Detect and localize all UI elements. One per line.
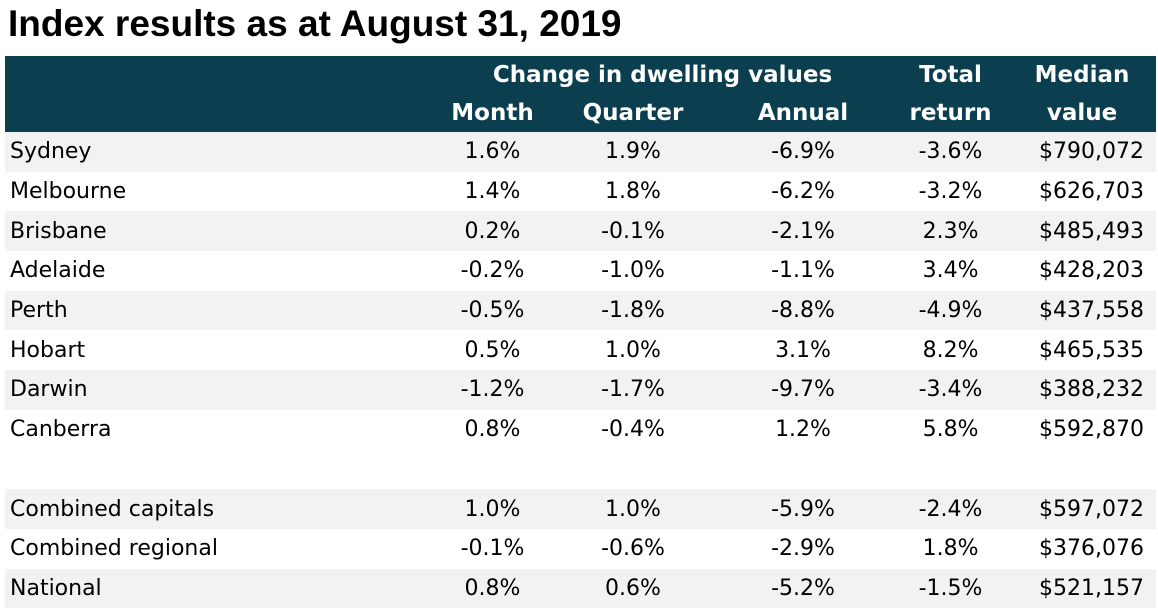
cell-month: 1.0% (464, 496, 521, 522)
table-row: Canberra 0.8% -0.4% 1.2% 5.8% $592,870 (5, 409, 1157, 450)
cell-quarter: -0.6% (601, 536, 665, 562)
cell-quarter: -1.8% (601, 298, 665, 324)
header-row-top: Change in dwelling values Total Median (5, 56, 1157, 94)
cell-quarter: 1.9% (605, 139, 661, 165)
table-row: National 0.8% 0.6% -5.2% -1.5% $521,157 (5, 568, 1157, 609)
cell-total-return: 3.4% (922, 258, 979, 284)
cell-median-value: $376,076 (1039, 536, 1145, 562)
table-row: Melbourne 1.4% 1.8% -6.2% -3.2% $626,703 (5, 171, 1157, 212)
header-total-line1: Total (919, 62, 982, 88)
cell-month: 1.4% (464, 179, 521, 205)
spacer-cell (5, 450, 1156, 490)
header-row-bottom: Month Quarter Annual return value (5, 94, 1157, 132)
cell-total-return: -3.4% (918, 377, 983, 403)
cell-region: Adelaide (10, 258, 106, 284)
cell-quarter: 0.6% (605, 575, 661, 601)
cell-median-value: $388,232 (1039, 377, 1145, 403)
cell-annual: -2.1% (771, 218, 835, 244)
cell-annual: 3.1% (775, 337, 831, 363)
cell-annual: -6.9% (771, 139, 835, 165)
cell-annual: -8.8% (771, 298, 835, 324)
cell-quarter: -0.1% (601, 218, 665, 244)
cell-month: 0.8% (464, 575, 521, 601)
cell-region: Hobart (10, 337, 86, 363)
cell-total-return: -3.6% (918, 139, 983, 165)
table-row: Combined regional -0.1% -0.6% -2.9% 1.8% $376… (5, 528, 1157, 569)
table-row: Adelaide -0.2% -1.0% -1.1% 3.4% $428,203 (5, 251, 1157, 291)
cell-quarter: -0.4% (601, 417, 665, 443)
cell-annual: -5.9% (771, 496, 835, 522)
cell-total-return: -2.4% (918, 496, 983, 522)
cell-region: Combined regional (10, 536, 218, 562)
table-header: Change in dwelling values Total Median M… (5, 56, 1157, 132)
header-total-line2: return (909, 100, 992, 126)
index-results-table: Change in dwelling values Total Median M… (5, 56, 1157, 609)
cell-region: Darwin (10, 377, 88, 403)
cell-month: 0.2% (464, 218, 521, 244)
header-month: Month (451, 100, 534, 126)
cell-median-value: $521,157 (1039, 575, 1145, 601)
cell-region: Combined capitals (10, 496, 215, 522)
cell-total-return: 8.2% (922, 337, 979, 363)
cell-annual: -9.7% (771, 377, 835, 403)
header-median-line1: Median (1034, 62, 1130, 88)
header-quarter: Quarter (582, 100, 684, 126)
cell-quarter: 1.0% (605, 337, 661, 363)
cell-annual: -5.2% (771, 575, 835, 601)
cell-month: -0.5% (460, 298, 525, 324)
cell-month: 0.5% (464, 337, 521, 363)
cell-median-value: $465,535 (1039, 337, 1145, 363)
cell-total-return: -3.2% (918, 179, 983, 205)
cell-median-value: $626,703 (1039, 179, 1145, 205)
header-change-group: Change in dwelling values (492, 62, 833, 88)
cell-region: Canberra (10, 417, 112, 443)
table-row: Perth -0.5% -1.8% -8.8% -4.9% $437,558 (5, 290, 1157, 331)
table-row: Sydney 1.6% 1.9% -6.9% -3.6% $790,072 (5, 132, 1157, 172)
cell-median-value: $428,203 (1039, 258, 1145, 284)
cell-median-value: $592,870 (1039, 417, 1145, 443)
table-body: Sydney 1.6% 1.9% -6.9% -3.6% $790,072 Melbourn… (5, 132, 1157, 609)
cell-annual: -2.9% (771, 536, 835, 562)
cell-month: -0.2% (460, 258, 525, 284)
table-row: Hobart 0.5% 1.0% 3.1% 8.2% $465,535 (5, 330, 1157, 371)
header-blank (5, 94, 432, 132)
cell-month: -1.2% (460, 377, 525, 403)
table-row: Darwin -1.2% -1.7% -9.7% -3.4% $388,232 (5, 370, 1157, 410)
cell-region: Sydney (10, 139, 92, 165)
cell-month: -0.1% (460, 536, 525, 562)
cell-median-value: $485,493 (1039, 218, 1145, 244)
cell-quarter: -1.0% (601, 258, 665, 284)
cell-total-return: 2.3% (922, 218, 979, 244)
cell-quarter: 1.8% (605, 179, 661, 205)
header-median-line2: value (1046, 100, 1118, 126)
cell-annual: -1.1% (771, 258, 835, 284)
header-annual: Annual (757, 100, 849, 126)
cell-region: Perth (10, 298, 68, 324)
cell-total-return: -4.9% (918, 298, 983, 324)
table-row: Combined capitals 1.0% 1.0% -5.9% -2.4% $597,… (5, 489, 1157, 529)
cell-quarter: 1.0% (605, 496, 661, 522)
cell-annual: -6.2% (771, 179, 835, 205)
cell-quarter: -1.7% (601, 377, 665, 403)
cell-total-return: 1.8% (922, 536, 979, 562)
spacer-row (5, 449, 1157, 490)
cell-median-value: $790,072 (1039, 139, 1145, 165)
cell-region: Melbourne (10, 179, 127, 205)
cell-total-return: 5.8% (922, 417, 979, 443)
cell-median-value: $597,072 (1039, 496, 1145, 522)
cell-region: Brisbane (10, 218, 107, 244)
page-title: Index results as at August 31, 2019 (8, 3, 622, 44)
header-blank (5, 56, 432, 94)
cell-month: 0.8% (464, 417, 521, 443)
cell-month: 1.6% (464, 139, 521, 165)
cell-annual: 1.2% (775, 417, 831, 443)
cell-median-value: $437,558 (1039, 298, 1145, 324)
table-row: Brisbane 0.2% -0.1% -2.1% 2.3% $485,493 (5, 211, 1157, 252)
cell-region: National (10, 575, 102, 601)
cell-total-return: -1.5% (918, 575, 983, 601)
